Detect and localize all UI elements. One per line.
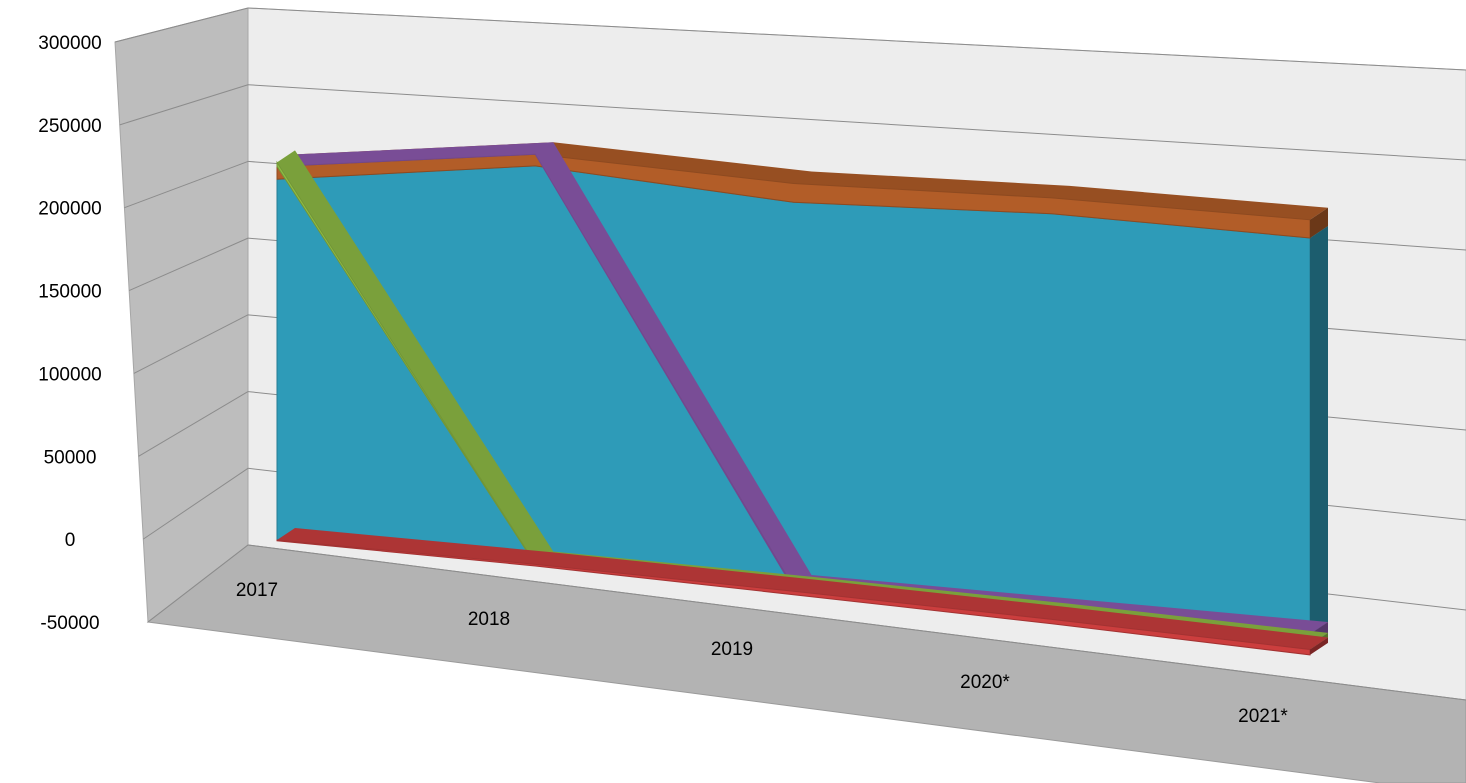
side-wall xyxy=(115,8,248,622)
x-tick-label: 2021* xyxy=(1238,706,1288,727)
y-tick-label: 150000 xyxy=(38,282,101,303)
series-side-face xyxy=(1310,226,1328,634)
y-axis-ticks: 300000 250000 200000 150000 100000 50000 0 -500… xyxy=(38,33,101,634)
y-tick-label: 250000 xyxy=(38,116,101,137)
y-tick-label: 100000 xyxy=(38,364,101,385)
x-tick-label: 2019 xyxy=(711,639,753,660)
y-tick-label: 0 xyxy=(65,530,76,551)
x-tick-label: 2020* xyxy=(960,672,1010,693)
y-tick-label: -50000 xyxy=(40,613,99,634)
y-tick-label: 50000 xyxy=(44,447,97,468)
x-tick-label: 2017 xyxy=(236,580,278,601)
y-tick-label: 200000 xyxy=(38,199,101,220)
x-tick-label: 2018 xyxy=(468,609,510,630)
y-tick-label: 300000 xyxy=(38,33,101,54)
